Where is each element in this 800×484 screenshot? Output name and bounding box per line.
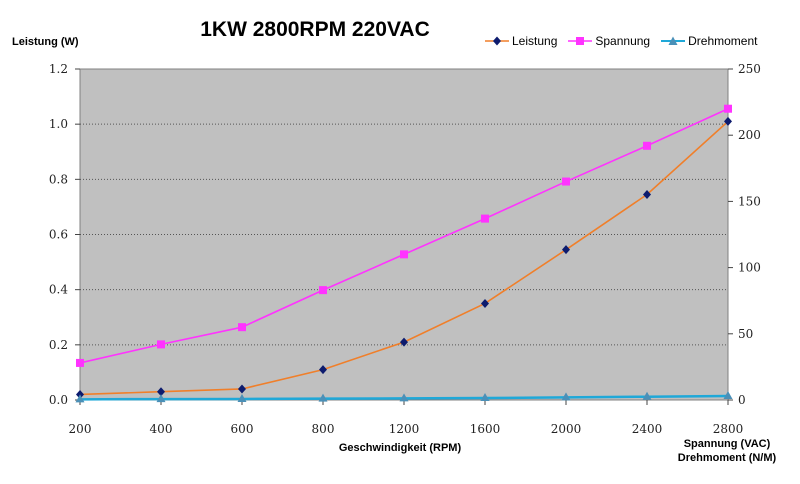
gridlines [80,123,728,346]
data-point-spannung [238,323,246,332]
data-point-drehmoment [156,394,166,403]
data-point-spannung [724,104,732,113]
data-point-drehmoment [642,391,652,400]
data-point-drehmoment [237,393,247,402]
data-point-leistung [481,298,489,308]
data-point-drehmoment [75,394,85,403]
y-tick-label: 0.0 [49,393,68,407]
tick-labels: 0.0 0.2 0.4 0.6 0.8 1.0 1.2 0 50 100 150 200 250 200 4… [49,62,761,436]
legend-label-leistung: Leistung [512,34,558,48]
x-tick-label: 400 [150,422,173,436]
data-point-drehmoment [318,393,328,402]
secondary-axis-label-voltage: Spannung (VAC) [683,438,771,450]
data-point-spannung [643,141,651,150]
secondary-axis-label: Spannung (VAC) Drehmoment (N/M) [662,437,792,465]
data-point-leistung [643,190,651,200]
data-point-leistung [319,365,327,375]
data-point-leistung [400,337,408,347]
data-point-spannung [76,358,84,367]
y-tick-label: 0.2 [49,338,68,352]
data-point-leistung [724,116,732,126]
legend-item-drehmoment: Drehmoment [660,34,757,48]
legend-item-spannung: Spannung [567,34,650,48]
legend-label-spannung: Spannung [595,34,651,48]
data-point-drehmoment [399,393,409,402]
y2-tick-label: 100 [738,261,761,275]
data-point-leistung [238,384,246,394]
y-tick-label: 0.8 [49,172,68,186]
data-point-drehmoment [480,393,490,402]
series-lines [75,104,733,403]
y2-tick-label: 250 [738,62,761,76]
y-tick-label: 1.0 [49,117,68,131]
y-tick-label: 1.2 [49,62,68,76]
x-tick-label: 1200 [389,422,420,436]
x-tick-label: 1600 [470,422,501,436]
legend-label-drehmoment: Drehmoment [688,34,758,48]
y2-tick-label: 200 [738,128,761,142]
x-axis-label: Geschwindigkeit (RPM) [338,442,462,454]
y-tick-label: 0.6 [49,228,68,242]
secondary-axis-label-torque: Drehmoment (N/M) [677,452,777,464]
data-point-spannung [157,340,165,349]
data-point-leistung [562,245,570,255]
x-tick-label: 800 [312,422,335,436]
x-tick-label: 2800 [713,422,744,436]
data-point-drehmoment [723,391,733,400]
data-point-leistung [157,387,165,397]
data-point-drehmoment [561,392,571,401]
x-tick-label: 2400 [632,422,663,436]
data-point-spannung [319,286,327,295]
legend-swatch-drehmoment [661,36,686,45]
y-tick-label: 0.4 [49,283,68,297]
legend-swatch-spannung [568,37,593,45]
data-point-spannung [481,214,489,223]
x-tick-label: 600 [231,422,254,436]
legend-swatch-leistung [485,36,509,46]
legend: Leistung Spannung Drehmoment [484,34,767,48]
x-tick-label: 200 [69,422,92,436]
x-tick-label: 2000 [551,422,582,436]
y2-tick-label: 0 [738,393,746,407]
data-point-spannung [400,250,408,259]
y2-tick-label: 150 [738,194,761,208]
y-axis-label: Leistung (W) [12,36,79,48]
data-point-spannung [562,177,570,186]
chart-title: 1KW 2800RPM 220VAC [200,18,430,41]
legend-item-leistung: Leistung [484,34,557,48]
y2-tick-label: 50 [738,327,753,341]
